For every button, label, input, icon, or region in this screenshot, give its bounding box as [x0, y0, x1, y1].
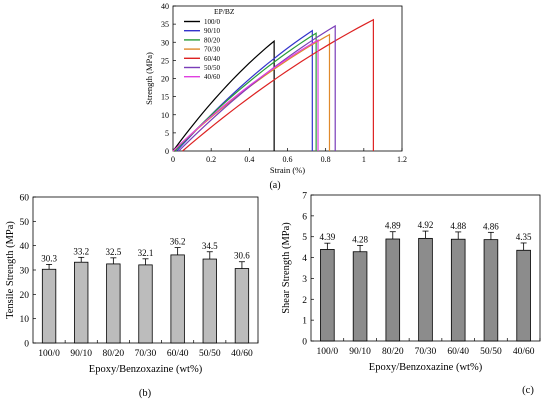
panel-a-xtick-label: 0	[171, 155, 175, 164]
panel-b-value-label: 32.5	[105, 247, 121, 257]
panel-a-ytick-label: 5	[165, 129, 169, 138]
panel-b-ytick-label: 0	[24, 340, 29, 350]
panel-a-legend-label: 50/50	[204, 64, 220, 72]
panel-b-ylabel: Tensile Strength (MPa)	[5, 221, 16, 319]
panel-a-legend-label: 90/10	[204, 27, 220, 35]
panel-a-ytick-label: 20	[161, 75, 169, 84]
panel-b-bar	[41, 268, 57, 344]
panel-c-value-label: 4.28	[352, 234, 368, 244]
panel-c-bar	[352, 251, 368, 342]
panel-c-ytick-label: 2	[302, 296, 307, 306]
panel-b-ytick-label: 10	[20, 315, 30, 325]
panel-a-ytick-label: 40	[161, 2, 169, 11]
panel-c-bar	[516, 249, 531, 342]
panel-c-value-label: 4.88	[450, 221, 466, 231]
panel-c-category-label: 60/40	[447, 347, 469, 357]
panel-b-ytick-label: 30	[20, 267, 30, 277]
panel-a-series-line	[172, 39, 275, 152]
panel-b-caption: (b)	[139, 388, 152, 399]
panel-c-bar	[385, 238, 401, 342]
panel-b-xlabel: Epoxy/Benzoxazine (wt%)	[89, 364, 203, 375]
panel-b-chart: 0 10 20 30 40 50 60 30.3 100/0 33.2 90/10 32.5 80/20…	[5, 194, 259, 399]
panel-b-bar	[138, 264, 153, 344]
panel-b-category-label: 60/40	[167, 349, 189, 359]
panel-c-ytick-label: 3	[302, 275, 307, 285]
panel-c-chart: 0 1 2 3 4 5 6 7 4.39 100/0 4.28 90/10 4.89 80/20 4.92 7…	[281, 192, 541, 396]
panel-b-category-label: 40/60	[231, 349, 253, 359]
panel-a-legend-label: 40/60	[204, 73, 220, 81]
panel-c-ytick-label: 4	[302, 254, 307, 264]
panel-c-ytick-label: 0	[302, 338, 307, 348]
panel-c-ytick-label: 5	[302, 233, 307, 243]
panel-a-ytick-label: 0	[165, 147, 169, 156]
panel-b-bar	[74, 261, 89, 344]
panel-b-value-label: 30.3	[41, 253, 57, 263]
panel-b-category-label: 50/50	[199, 349, 221, 359]
panel-c-category-label: 100/0	[317, 347, 339, 357]
panel-c-value-label: 4.39	[319, 232, 335, 242]
panel-b-category-label: 100/0	[38, 349, 60, 359]
panel-a-chart: 0 5 10 15 20 25 30 35 40 0 0.2 0.4 0.6 0.8 1 1.2 EP/BZ 10…	[144, 2, 407, 191]
panel-c-category-label: 50/50	[480, 347, 502, 357]
panel-a-ylabel: Strength (MPa)	[144, 52, 154, 105]
panel-b-category-label: 80/20	[103, 349, 125, 359]
panel-a-xtick-label: 0.2	[206, 155, 216, 164]
panel-c-value-label: 4.89	[385, 221, 401, 231]
panel-c-ylabel: Shear Strength (MPa)	[281, 222, 292, 314]
panel-b-ytick-label: 60	[20, 194, 30, 204]
panel-b-bar	[106, 263, 121, 344]
panel-c-category-label: 40/60	[513, 347, 535, 357]
panel-c-ytick-label: 6	[302, 212, 307, 222]
panel-a-xtick-label: 0.6	[283, 155, 293, 164]
panel-c-category-label: 90/10	[349, 347, 371, 357]
panel-c-bar	[450, 238, 466, 342]
panel-a-series-line	[182, 18, 374, 152]
panel-c-category-label: 80/20	[382, 347, 404, 357]
panel-c-value-label: 4.35	[516, 232, 532, 242]
panel-a-legend-label: 60/40	[204, 55, 220, 63]
panel-a-legend-label: 100/0	[204, 18, 220, 26]
panel-a-xlabel: Strain (%)	[270, 165, 305, 175]
panel-c-caption: (c)	[522, 385, 534, 396]
panel-b-category-label: 70/30	[135, 349, 157, 359]
panel-a-xtick-label: 0.8	[321, 155, 331, 164]
panel-c-bar	[320, 249, 335, 342]
panel-a-legend-label: 70/30	[204, 46, 220, 54]
panel-b-ytick-label: 20	[20, 291, 30, 301]
panel-a-legend-title: EP/BZ	[214, 7, 235, 16]
panel-a-legend-label: 80/20	[204, 36, 220, 44]
panel-b-value-label: 30.6	[234, 251, 250, 261]
panel-b-ytick-label: 40	[20, 242, 30, 252]
panel-c-bar	[418, 237, 433, 342]
panel-a-ytick-label: 35	[161, 20, 169, 29]
panel-b-bar	[202, 258, 217, 344]
panel-b-ytick-label: 50	[20, 218, 30, 228]
panel-b-value-label: 34.5	[202, 241, 218, 251]
panel-b-value-label: 33.2	[73, 246, 89, 256]
panel-b-category-label: 90/10	[70, 349, 92, 359]
panel-c-bar	[483, 239, 499, 342]
panel-a-ytick-label: 15	[161, 93, 169, 102]
panel-c-category-label: 70/30	[415, 347, 437, 357]
panel-a-xtick-label: 0.4	[244, 155, 254, 164]
panel-a-ytick-label: 10	[161, 111, 169, 120]
panel-a-xtick-label: 1	[362, 155, 366, 164]
panel-a-ytick-label: 25	[161, 56, 169, 65]
panel-b-value-label: 36.2	[170, 237, 186, 247]
panel-c-value-label: 4.86	[483, 221, 499, 231]
panel-a-series-line	[172, 39, 319, 152]
panel-c-ytick-label: 7	[302, 192, 307, 202]
panel-b-value-label: 32.1	[138, 248, 154, 258]
panel-a-caption: (a)	[269, 180, 280, 191]
panel-b-bar	[234, 268, 250, 344]
panel-c-value-label: 4.92	[418, 220, 434, 230]
panel-a-ytick-label: 30	[161, 38, 169, 47]
panel-c-xlabel: Epoxy/Benzoxazine (wt%)	[369, 362, 483, 373]
panel-a-xtick-label: 1.2	[397, 155, 407, 164]
panel-c-ytick-label: 1	[302, 317, 307, 327]
panel-b-bar	[170, 254, 185, 344]
